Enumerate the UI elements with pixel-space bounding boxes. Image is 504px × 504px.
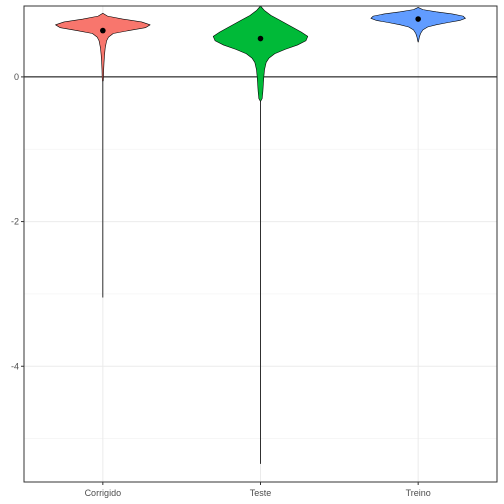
violin-treino bbox=[371, 7, 466, 42]
mean-point bbox=[258, 36, 264, 42]
violin-body bbox=[56, 13, 151, 82]
y-axis: -4 -2 0 bbox=[11, 72, 24, 371]
violin-body bbox=[371, 7, 466, 42]
x-axis: Corrigido Teste Treino bbox=[85, 482, 431, 498]
violin-teste bbox=[213, 6, 308, 464]
violin-body bbox=[213, 6, 308, 101]
mean-point bbox=[100, 28, 106, 34]
violins bbox=[56, 6, 466, 464]
violin-corrigido bbox=[56, 13, 151, 297]
x-tick-label-corrigido: Corrigido bbox=[85, 488, 122, 498]
x-tick-label-treino: Treino bbox=[406, 488, 431, 498]
x-tick-label-teste: Teste bbox=[250, 488, 272, 498]
y-tick-label: -4 bbox=[11, 361, 19, 371]
y-tick-label: 0 bbox=[14, 72, 19, 82]
y-tick-label: -2 bbox=[11, 217, 19, 227]
mean-point bbox=[415, 16, 421, 22]
